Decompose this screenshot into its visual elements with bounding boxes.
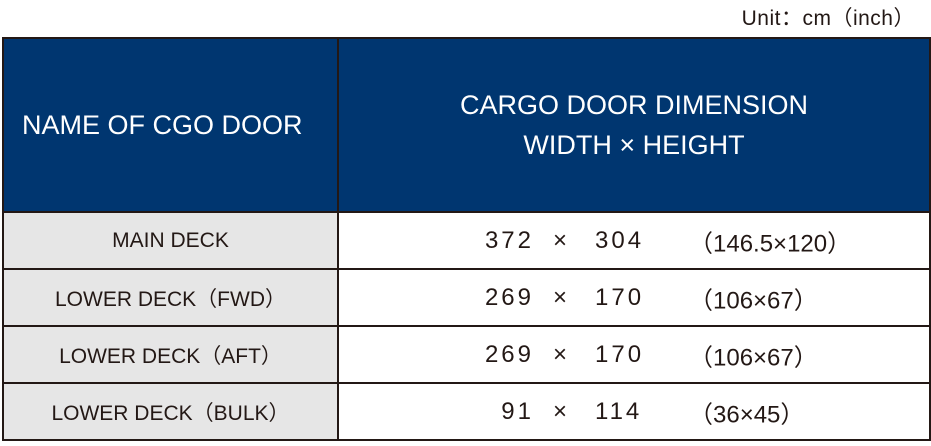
door-name-cell: MAIN DECK <box>2 211 339 270</box>
door-height: 304 <box>595 226 645 254</box>
times-sign: × <box>553 397 568 425</box>
door-name-cell: LOWER DECK（AFT） <box>2 325 339 384</box>
door-width: 91 <box>501 397 534 425</box>
door-dimension-inch: （146.5×120） <box>689 230 852 257</box>
header-cargo-door-dimension: CARGO DOOR DIMENSION WIDTH × HEIGHT <box>337 37 931 213</box>
times-sign: × <box>553 340 568 368</box>
header-dimension-line1: CARGO DOOR DIMENSION <box>459 89 809 120</box>
door-width: 372 <box>484 226 534 254</box>
door-dimension-inch: （36×45） <box>689 401 805 428</box>
door-height: 170 <box>595 283 645 311</box>
unit-note: Unit：cm（inch） <box>741 7 915 30</box>
door-dimension-cell: 372 × 304 （146.5×120） <box>337 211 931 270</box>
door-dimension-cell: 91 × 114 （36×45） <box>337 382 931 441</box>
table-row: LOWER DECK（FWD） 269 × 170 （106×67） <box>2 268 931 327</box>
door-dimension-cell: 269 × 170 （106×67） <box>337 268 931 327</box>
door-name-cell: LOWER DECK（FWD） <box>2 268 339 327</box>
door-dimension-cell: 269 × 170 （106×67） <box>337 325 931 384</box>
door-height: 114 <box>595 397 643 425</box>
table-row: LOWER DECK（BULK） 91 × 114 （36×45） <box>2 382 931 441</box>
header-dimension-line2: WIDTH × HEIGHT <box>523 130 745 160</box>
door-dimension-inch: （106×67） <box>689 287 818 314</box>
door-name-cell: LOWER DECK（BULK） <box>2 382 339 441</box>
table-row: LOWER DECK（AFT） 269 × 170 （106×67） <box>2 325 931 384</box>
door-width: 269 <box>484 340 534 368</box>
door-height: 170 <box>595 340 645 368</box>
table-header-row: NAME OF CGO DOOR CARGO DOOR DIMENSION WI… <box>2 37 931 213</box>
times-sign: × <box>553 226 568 254</box>
door-width: 269 <box>484 283 534 311</box>
header-name-of-cgo-door: NAME OF CGO DOOR <box>2 37 339 213</box>
table-row: MAIN DECK 372 × 304 （146.5×120） <box>2 211 931 270</box>
cargo-door-table: NAME OF CGO DOOR CARGO DOOR DIMENSION WI… <box>2 37 931 441</box>
door-dimension-inch: （106×67） <box>689 344 818 371</box>
times-sign: × <box>553 283 568 311</box>
